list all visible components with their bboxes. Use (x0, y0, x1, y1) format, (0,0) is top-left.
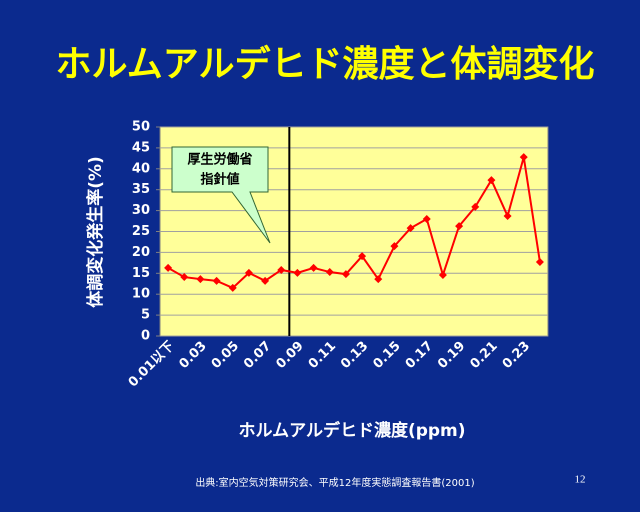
marker (471, 202, 480, 211)
y-tick-label: 50 (132, 120, 150, 135)
y-tick-label: 45 (132, 140, 150, 155)
marker (358, 252, 367, 261)
marker (309, 263, 318, 272)
annotation-line: 厚生労働省 (187, 152, 252, 168)
y-tick-label: 30 (132, 203, 150, 218)
page-number: 12 (575, 474, 586, 486)
y-tick-label: 20 (132, 245, 150, 260)
marker (341, 270, 350, 279)
marker (374, 275, 383, 284)
slide-title: ホルムアルデヒド濃度と体調変化 (56, 43, 595, 85)
marker (487, 176, 496, 185)
y-tick-label: 40 (132, 161, 150, 176)
marker (212, 276, 221, 285)
marker (325, 268, 334, 277)
y-tick-label: 0 (141, 329, 150, 344)
marker (406, 224, 415, 233)
marker (277, 265, 286, 274)
grid (156, 126, 548, 337)
y-tick-label: 10 (132, 287, 150, 302)
marker (228, 283, 237, 292)
marker (519, 153, 528, 162)
marker (422, 214, 431, 223)
marker (293, 268, 302, 277)
y-tick-label: 35 (132, 182, 150, 197)
marker (180, 273, 189, 282)
marker (244, 268, 253, 277)
marker (390, 242, 399, 251)
y-tick-label: 15 (132, 266, 150, 281)
marker (438, 270, 447, 279)
source: 出典:室内空気対策研究会、平成12年度実態調査報告書(2001) (195, 476, 474, 489)
y-tick-label: 5 (141, 308, 150, 323)
x-axis-label: ホルムアルデヒド濃度(ppm) (238, 420, 465, 441)
marker (455, 222, 464, 231)
y-tick-label: 25 (132, 224, 150, 239)
marker (535, 258, 544, 267)
annotation-line: 指針値 (200, 172, 239, 188)
marker (164, 263, 173, 272)
marker (261, 276, 270, 285)
y-axis-label: 体調変化発生率(%) (85, 156, 106, 308)
callout (171, 146, 271, 244)
marker (503, 212, 512, 221)
plot (164, 153, 544, 292)
marker (196, 275, 205, 284)
